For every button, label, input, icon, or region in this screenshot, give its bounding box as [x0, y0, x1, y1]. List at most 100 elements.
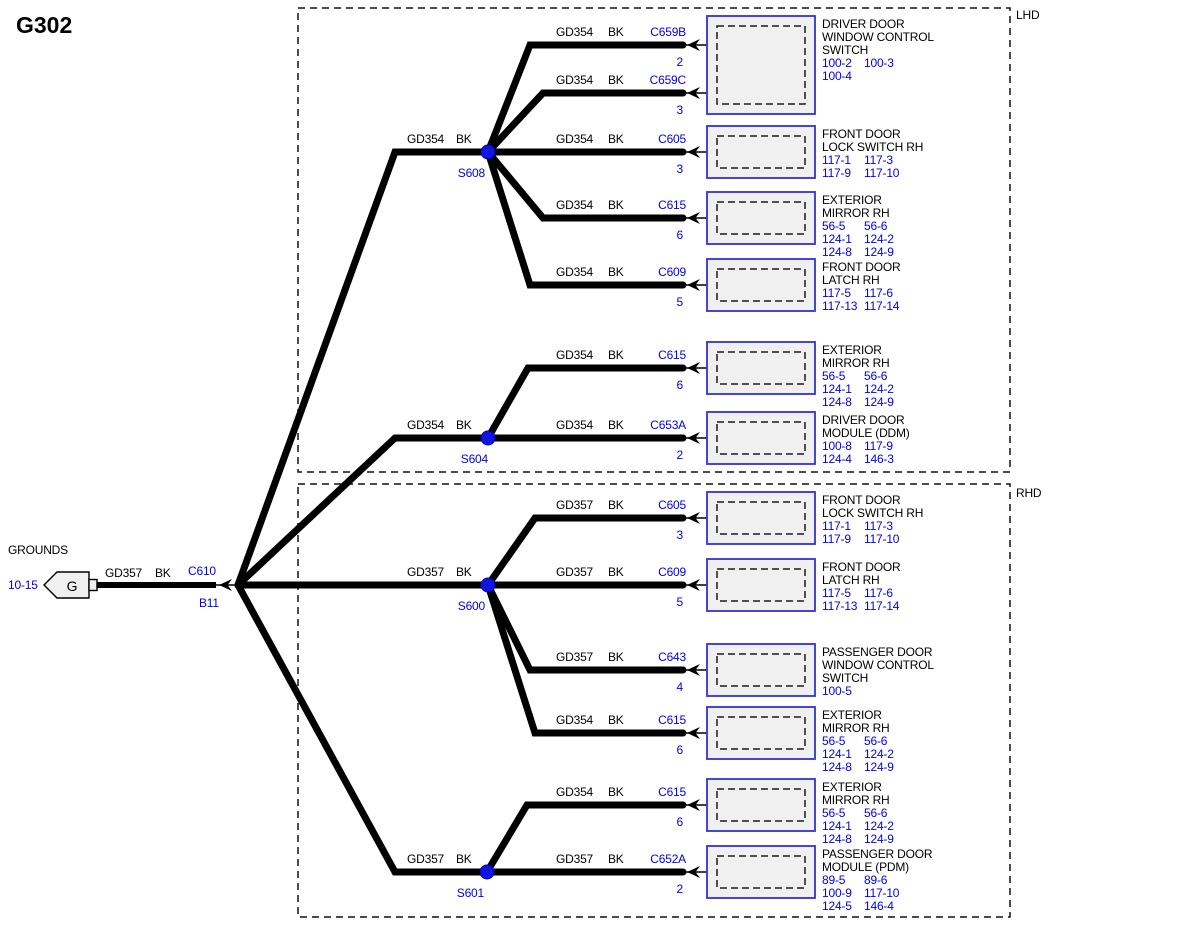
rhd-dashed-border	[297, 483, 1011, 918]
component-ref: 117-3	[864, 519, 893, 533]
connector-row: GD357 BK C609 5	[556, 565, 719, 609]
component-ref: 124-9	[864, 760, 894, 774]
component-ref: 117-10	[864, 886, 900, 900]
component-box	[706, 191, 816, 245]
component-box-group: EXTERIOR MIRROR RH 56-5 56-6 124-1 124-2…	[706, 191, 894, 259]
wire-row-c659b	[484, 41, 687, 156]
component-name-line: LOCK SWITCH RH	[822, 506, 923, 520]
ground-pin-label: B11	[199, 596, 219, 610]
ground-arrow-icon	[219, 579, 232, 591]
component-name-line: MIRROR RH	[822, 356, 890, 370]
circuit-label: GD354	[556, 73, 594, 87]
component-ref: 100-5	[822, 684, 852, 698]
wire-arrow-icon	[687, 87, 700, 99]
component-ref: 117-6	[864, 586, 893, 600]
connector-row: GD354 BK C659C 3	[556, 73, 719, 117]
pin-number-label: 2	[677, 882, 684, 896]
component-ref: 56-6	[864, 219, 888, 233]
pin-number-label: 3	[677, 162, 684, 176]
connector-cavity-outline	[716, 716, 806, 750]
ground-cluster: GROUNDS 10-15 G GD357 BK C610 B11	[8, 543, 238, 610]
component-box	[706, 411, 816, 465]
connector-cavity-outline	[716, 421, 806, 455]
splice-label-s601: S601	[457, 886, 485, 900]
wire-color-label: BK	[608, 785, 624, 799]
wire-arrow-icon	[687, 212, 700, 224]
branch-wires	[483, 41, 687, 876]
component-name-line: MIRROR RH	[822, 793, 890, 807]
feed-wire-s608	[234, 148, 494, 589]
wire-row-c615-s604	[484, 364, 687, 442]
connector-rows: GD354 BK C659B 2 GD354 BK C659C 3 GD354 …	[556, 25, 719, 896]
splice-dot-s600	[480, 577, 496, 593]
wire-row-c659c	[484, 89, 687, 156]
component-box-group: DRIVER DOOR WINDOW CONTROL SWITCH 100-2 …	[706, 15, 935, 115]
component-ref: 124-9	[864, 395, 894, 409]
connector-id-label: C615	[658, 198, 686, 212]
component-ref: 124-8	[822, 245, 852, 259]
component-ref: 117-13	[822, 299, 858, 313]
connector-cavity-outline	[716, 135, 806, 169]
ground-symbol-neck	[88, 578, 98, 592]
wire-arrow-icon	[687, 39, 700, 51]
pin-number-label: 6	[677, 743, 684, 757]
component-box-group: FRONT DOOR LATCH RH 117-5 117-6 117-13 1…	[706, 258, 901, 313]
wire-color-label: BK	[608, 852, 624, 866]
connector-id-label: C605	[658, 132, 686, 146]
connector-cavity-outline	[716, 568, 806, 602]
splice-dot-s601	[479, 864, 495, 880]
component-box	[706, 491, 816, 545]
component-name-line: DRIVER DOOR	[822, 17, 905, 31]
component-ref: 124-1	[822, 819, 852, 833]
pin-number-label: 6	[677, 378, 684, 392]
component-ref: 117-1	[822, 519, 851, 533]
wire-arrow-icon	[687, 362, 700, 374]
wire-color-label: BK	[608, 713, 624, 727]
component-name-line: EXTERIOR	[822, 708, 882, 722]
component-name-line: SWITCH	[822, 671, 868, 685]
ground-symbol-letter: G	[67, 578, 78, 594]
connector-id-label: C615	[658, 785, 686, 799]
component-ref: 146-3	[864, 452, 894, 466]
component-ref: 100-9	[822, 886, 852, 900]
feed-circuit-label: GD357	[407, 852, 445, 866]
component-name-line: PASSENGER DOOR	[822, 847, 933, 861]
wire-arrow-icon	[687, 579, 700, 591]
connector-row: GD354 BK C615 6	[556, 713, 719, 757]
feed-color-label: BK	[456, 565, 472, 579]
connector-id-label: C605	[658, 498, 686, 512]
component-ref: 56-6	[864, 734, 888, 748]
circuit-label: GD354	[556, 418, 594, 432]
component-name-line: FRONT DOOR	[822, 493, 901, 507]
component-box-group: EXTERIOR MIRROR RH 56-5 56-6 124-1 124-2…	[706, 706, 894, 774]
splice-label-s600: S600	[458, 599, 486, 613]
component-ref: 124-4	[822, 452, 852, 466]
component-ref: 100-3	[864, 56, 894, 70]
circuit-label: GD357	[556, 565, 594, 579]
component-name-line: LATCH RH	[822, 573, 880, 587]
component-box-group: FRONT DOOR LOCK SWITCH RH 117-1 117-3 11…	[706, 491, 923, 546]
component-box	[706, 845, 816, 899]
component-name-line: LOCK SWITCH RH	[822, 140, 923, 154]
component-ref: 117-5	[822, 586, 851, 600]
connector-row: GD357 BK C652A 2	[556, 852, 719, 896]
component-ref: 124-9	[864, 832, 894, 846]
component-ref: 124-8	[822, 395, 852, 409]
component-name-line: MIRROR RH	[822, 206, 890, 220]
wire-row-c609-lhd	[484, 148, 687, 289]
wire-color-label: BK	[608, 73, 624, 87]
component-name-line: MODULE (DDM)	[822, 426, 910, 440]
ground-circuit-label: GD357	[105, 566, 143, 580]
connector-cavity-outline	[716, 501, 806, 535]
component-ref: 117-5	[822, 286, 851, 300]
component-box	[706, 706, 816, 760]
connector-id-label: C643	[658, 650, 686, 664]
component-ref: 124-8	[822, 832, 852, 846]
component-box	[706, 258, 816, 312]
component-box-group: FRONT DOOR LOCK SWITCH RH 117-1 117-3 11…	[706, 125, 923, 180]
connector-cavity-outline	[716, 351, 806, 385]
feed-circuit-label: GD354	[407, 132, 445, 146]
feed-color-label: BK	[456, 418, 472, 432]
component-name-line: WINDOW CONTROL	[822, 30, 934, 44]
component-box-group: EXTERIOR MIRROR RH 56-5 56-6 124-1 124-2…	[706, 778, 894, 846]
